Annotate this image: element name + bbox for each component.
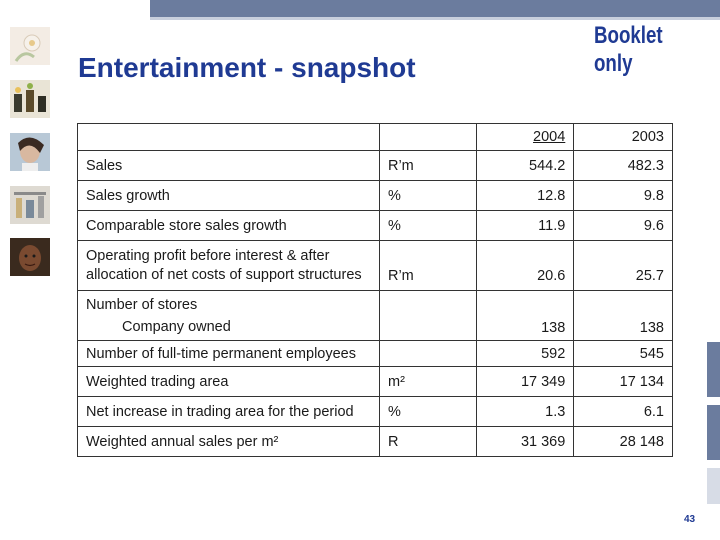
table-row: Number of stores Company owned 138 138 xyxy=(77,290,673,341)
girl-portrait-thumbnail xyxy=(10,238,50,276)
year-2003-header: 2003 xyxy=(573,123,673,151)
value-2004: 1.3 xyxy=(476,396,575,427)
row-unit: m² xyxy=(378,366,478,397)
row-unit: % xyxy=(378,180,478,211)
table-row: Operating profit before interest & after… xyxy=(77,240,673,291)
row-label: Sales growth xyxy=(77,180,380,211)
value-2003: 17 134 xyxy=(573,366,673,397)
row-unit: R xyxy=(378,426,478,457)
value-2004: 544.2 xyxy=(476,150,575,181)
row-label-line1: Number of stores xyxy=(86,296,198,313)
value-2004: 11.9 xyxy=(476,210,575,241)
row-label: Operating profit before interest & after… xyxy=(77,240,380,291)
table-header-row: 2004 2003 xyxy=(77,123,673,151)
row-label-line2: Company owned xyxy=(122,318,231,335)
table-row: Number of full-time permanent employees … xyxy=(77,340,673,367)
table-row: Sales growth % 12.8 9.8 xyxy=(77,180,673,211)
page-title: Entertainment - snapshot xyxy=(78,52,416,83)
row-label: Weighted annual sales per m² xyxy=(77,426,380,457)
value-2004: 138 xyxy=(476,290,575,341)
top-banner-underline xyxy=(150,17,720,20)
row-unit: R’m xyxy=(378,240,478,291)
side-accent-bar xyxy=(707,342,720,397)
row-unit: R’m xyxy=(378,150,478,181)
table-row: Sales R’m 544.2 482.3 xyxy=(77,150,673,181)
value-2003: 25.7 xyxy=(573,240,673,291)
flower-thumbnail xyxy=(10,27,50,65)
header-blank-label xyxy=(77,123,380,151)
shelf-thumbnail xyxy=(10,186,50,224)
value-2004: 20.6 xyxy=(476,240,575,291)
value-2004: 12.8 xyxy=(476,180,575,211)
booklet-only-stamp: Booklet only xyxy=(594,22,663,77)
woman-portrait-thumbnail xyxy=(10,133,50,171)
candles-thumbnail xyxy=(10,80,50,118)
row-label-line1: Operating profit before interest & after xyxy=(86,247,330,264)
value-2004: 592 xyxy=(476,340,575,367)
page-number: 43 xyxy=(684,514,696,525)
row-label: Sales xyxy=(77,150,380,181)
row-unit: % xyxy=(378,396,478,427)
row-label: Number of full-time permanent employees xyxy=(77,340,380,367)
value-2003: 9.8 xyxy=(573,180,673,211)
value-2003: 6.1 xyxy=(573,396,673,427)
row-unit xyxy=(378,290,478,341)
table-row: Comparable store sales growth % 11.9 9.6 xyxy=(77,210,673,241)
value-2003: 138 xyxy=(573,290,673,341)
top-banner-bar xyxy=(150,0,720,17)
year-2004-header: 2004 xyxy=(476,123,575,151)
value-2004: 31 369 xyxy=(476,426,575,457)
value-2003: 9.6 xyxy=(573,210,673,241)
row-unit: % xyxy=(378,210,478,241)
snapshot-table: 2004 2003 Sales R’m 544.2 482.3 Sales gr… xyxy=(77,123,673,457)
row-label: Number of stores Company owned xyxy=(77,290,380,341)
value-2003: 28 148 xyxy=(573,426,673,457)
value-2003: 545 xyxy=(573,340,673,367)
row-label: Weighted trading area xyxy=(77,366,380,397)
side-accent-bar xyxy=(707,468,720,504)
table-row: Net increase in trading area for the per… xyxy=(77,396,673,427)
row-unit xyxy=(378,340,478,367)
value-2003: 482.3 xyxy=(573,150,673,181)
table-row: Weighted annual sales per m² R 31 369 28… xyxy=(77,426,673,457)
row-label-line2: allocation of net costs of support struc… xyxy=(86,266,362,283)
row-label: Net increase in trading area for the per… xyxy=(77,396,380,427)
table-row: Weighted trading area m² 17 349 17 134 xyxy=(77,366,673,397)
row-label: Comparable store sales growth xyxy=(77,210,380,241)
header-blank-unit xyxy=(378,123,478,151)
side-accent-bar xyxy=(707,405,720,460)
value-2004: 17 349 xyxy=(476,366,575,397)
